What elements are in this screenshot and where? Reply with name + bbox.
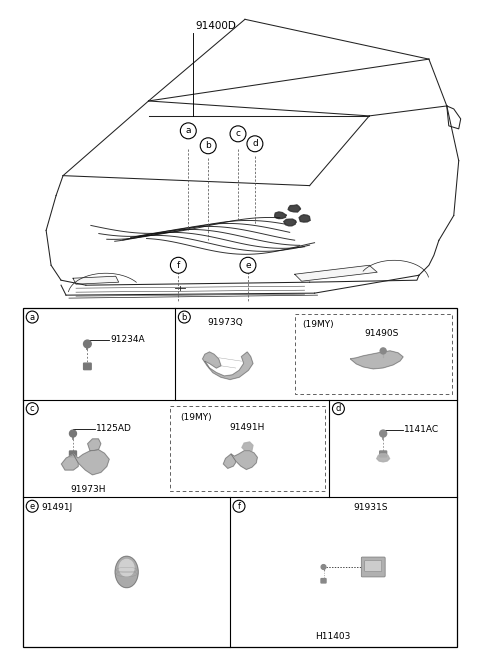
Text: 91490S: 91490S — [364, 329, 398, 338]
Polygon shape — [242, 442, 253, 451]
Text: f: f — [238, 502, 240, 511]
Circle shape — [179, 311, 190, 323]
Text: c: c — [236, 129, 240, 138]
Polygon shape — [275, 212, 287, 218]
Text: 91400D: 91400D — [195, 21, 236, 31]
Circle shape — [70, 430, 76, 437]
Polygon shape — [299, 215, 310, 222]
Bar — [170, 405, 324, 491]
FancyBboxPatch shape — [380, 451, 387, 457]
FancyBboxPatch shape — [84, 363, 91, 369]
Circle shape — [247, 136, 263, 152]
Text: c: c — [30, 404, 35, 413]
Text: b: b — [205, 141, 211, 150]
Circle shape — [321, 565, 326, 569]
Text: b: b — [181, 312, 187, 321]
Circle shape — [230, 126, 246, 142]
Text: d: d — [336, 404, 341, 413]
Circle shape — [26, 501, 38, 512]
Circle shape — [26, 403, 38, 415]
Polygon shape — [284, 219, 296, 226]
Polygon shape — [377, 454, 390, 462]
Ellipse shape — [115, 556, 138, 588]
Polygon shape — [88, 439, 101, 451]
Text: 91973H: 91973H — [70, 485, 106, 494]
Text: d: d — [252, 139, 258, 148]
Bar — [23, 308, 457, 647]
Text: 91491H: 91491H — [230, 423, 265, 432]
Polygon shape — [231, 451, 257, 470]
FancyBboxPatch shape — [321, 579, 326, 583]
Text: f: f — [177, 261, 180, 270]
Circle shape — [333, 403, 344, 415]
Circle shape — [170, 257, 186, 274]
Circle shape — [180, 123, 196, 139]
Text: 1125AD: 1125AD — [96, 424, 132, 433]
Circle shape — [240, 257, 256, 274]
Text: 91491J: 91491J — [41, 502, 72, 512]
Polygon shape — [203, 352, 253, 379]
Polygon shape — [73, 276, 119, 284]
Text: (19MY): (19MY) — [302, 319, 334, 329]
FancyBboxPatch shape — [70, 451, 76, 457]
Polygon shape — [295, 265, 377, 281]
Text: H11403: H11403 — [315, 632, 351, 641]
Text: (19MY): (19MY) — [180, 413, 212, 422]
Text: a: a — [30, 312, 35, 321]
Bar — [295, 314, 452, 394]
Circle shape — [380, 430, 387, 437]
Polygon shape — [73, 449, 109, 475]
Ellipse shape — [120, 560, 134, 576]
Polygon shape — [61, 455, 78, 470]
Text: e: e — [30, 502, 35, 511]
Polygon shape — [288, 205, 301, 212]
Circle shape — [380, 348, 386, 354]
FancyBboxPatch shape — [365, 560, 382, 571]
Circle shape — [84, 340, 91, 348]
Text: 91234A: 91234A — [110, 335, 145, 344]
Text: 91931S: 91931S — [353, 502, 388, 512]
Text: 91973Q: 91973Q — [207, 318, 243, 327]
Circle shape — [200, 138, 216, 154]
Text: a: a — [186, 127, 191, 135]
Polygon shape — [223, 454, 235, 468]
Circle shape — [233, 501, 245, 512]
Text: e: e — [245, 261, 251, 270]
Text: 1141AC: 1141AC — [404, 425, 439, 434]
FancyBboxPatch shape — [361, 557, 385, 577]
Circle shape — [26, 311, 38, 323]
Polygon shape — [350, 351, 403, 369]
